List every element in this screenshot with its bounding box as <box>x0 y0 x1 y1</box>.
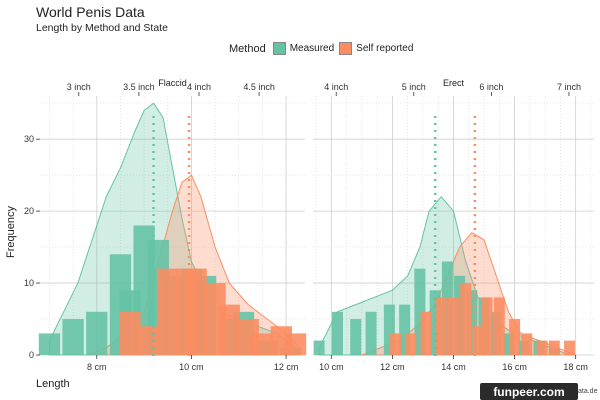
histogram-bar-measured <box>429 290 441 355</box>
histogram-bar-self-reported <box>119 311 141 355</box>
chart-subtitle: Length by Method and State <box>36 22 168 34</box>
histogram-bar-self-reported <box>435 297 447 355</box>
top-tick-label: 5 inch <box>402 82 426 92</box>
histogram-bar-measured <box>331 311 343 355</box>
top-tick-label: 3.5 inch <box>123 82 155 92</box>
histogram-bar-self-reported <box>251 333 274 355</box>
histogram-bar-self-reported <box>493 297 505 355</box>
legend-item-self-reported[interactable]: Self reported <box>339 42 413 55</box>
histogram-bar-measured <box>350 319 362 355</box>
strip-bg-flaccid <box>40 76 305 89</box>
top-tick-label: 4 inch <box>187 82 211 92</box>
legend-title: Method <box>229 42 266 55</box>
y-tick-label: 30 <box>24 134 34 144</box>
histogram-bar-measured <box>502 333 514 355</box>
histogram-bar-measured <box>313 340 325 355</box>
histogram-bar-measured <box>383 304 395 355</box>
x-tick-label: 10 cm <box>319 362 344 372</box>
histogram-bar-measured <box>399 304 411 355</box>
top-tick-label: 7 inch <box>557 82 581 92</box>
histogram-bar-measured <box>454 275 466 355</box>
histogram-bar-self-reported <box>448 297 459 355</box>
histogram-bar-measured <box>466 290 478 355</box>
y-tick-label: 20 <box>24 206 34 216</box>
histogram-bar-self-reported <box>138 326 160 355</box>
histogram-bar-measured <box>62 319 84 355</box>
x-tick-label: 8 cm <box>87 362 107 372</box>
histogram-bar-self-reported <box>460 283 472 355</box>
histogram-bar-self-reported <box>548 340 560 355</box>
legend-key-measured <box>272 42 286 55</box>
histogram-bar-self-reported <box>389 333 401 355</box>
histogram-bar-self-reported <box>157 268 179 355</box>
histogram-bar-measured <box>441 261 453 355</box>
histogram-bar-self-reported <box>509 319 521 355</box>
y-tick-label: 10 <box>24 278 34 288</box>
histogram-bar-self-reported <box>284 333 307 355</box>
x-tick-label: 12 cm <box>274 362 299 372</box>
histogram-bar-self-reported <box>420 311 432 355</box>
histogram-bar-self-reported <box>564 340 576 355</box>
x-tick-label: 16 cm <box>502 362 527 372</box>
legend: Method Measured Self reported <box>229 42 413 55</box>
histogram-bar-measured <box>365 311 377 355</box>
histogram-bar-self-reported <box>481 297 493 355</box>
watermark-suffix: ata.de <box>578 388 598 395</box>
histogram-bar-self-reported <box>536 340 548 355</box>
y-axis-title: Frequency <box>5 206 17 258</box>
top-tick-label: 3 inch <box>67 82 91 92</box>
chart-title: World Penis Data <box>36 4 145 20</box>
x-tick-label: 14 cm <box>441 362 466 372</box>
histogram-bar-self-reported <box>218 304 240 355</box>
histogram-bar-measured <box>38 333 61 355</box>
histogram-bar-self-reported <box>472 326 484 355</box>
histogram-bar-self-reported <box>405 333 417 355</box>
x-axis-title: Length <box>36 378 70 390</box>
watermark: funpeer.com <box>480 383 578 400</box>
strip-bg-erect <box>313 76 594 89</box>
panel-title-flaccid: Flaccid <box>158 78 187 88</box>
y-tick-label: 0 <box>29 350 34 360</box>
histogram-bar-measured <box>86 311 108 355</box>
x-tick-label: 12 cm <box>380 362 405 372</box>
legend-label-self-reported: Self reported <box>356 43 414 54</box>
histogram-bar-self-reported <box>185 268 207 355</box>
legend-key-self-reported <box>339 42 353 55</box>
x-tick-label: 10 cm <box>179 362 204 372</box>
histogram-bar-self-reported <box>521 333 533 355</box>
top-tick-label: 4 inch <box>324 82 348 92</box>
top-tick-label: 6 inch <box>479 82 503 92</box>
x-tick-label: 18 cm <box>563 362 588 372</box>
panel-title-erect: Erect <box>443 78 465 88</box>
legend-item-measured[interactable]: Measured <box>272 42 335 55</box>
legend-label-measured: Measured <box>289 43 335 54</box>
top-tick-label: 4.5 inch <box>243 82 275 92</box>
histogram-bar-measured <box>414 268 426 355</box>
